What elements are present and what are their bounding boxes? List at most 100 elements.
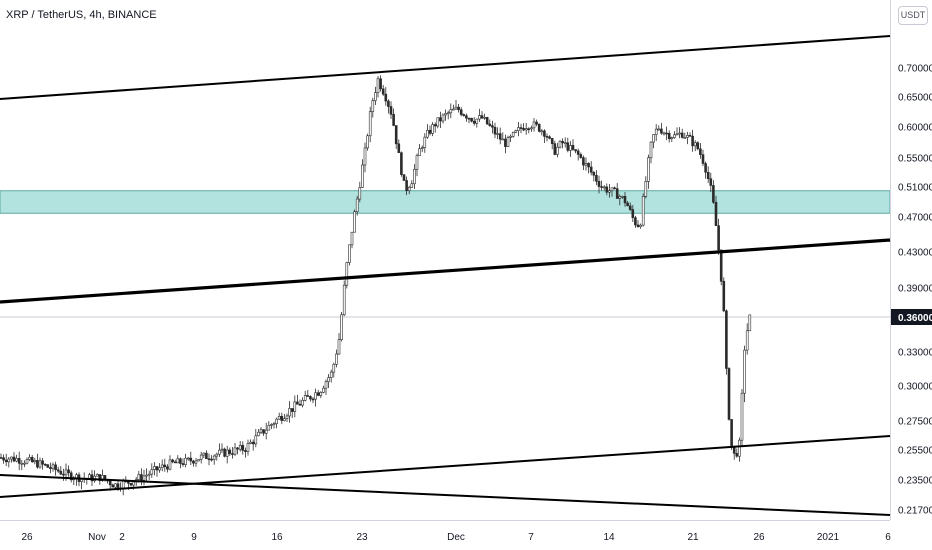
candle-body <box>470 117 473 122</box>
candle-body <box>277 416 281 420</box>
candle-body <box>517 127 520 131</box>
candle-body <box>449 109 453 114</box>
candle-body <box>329 371 333 378</box>
candle-body <box>452 108 455 111</box>
candle-body <box>155 466 159 471</box>
candle-body <box>504 138 507 147</box>
y-tick-label: 0.30000 <box>898 382 932 393</box>
candle-body <box>62 473 65 476</box>
candle-body <box>413 169 416 185</box>
candle-body <box>238 445 242 450</box>
y-tick-label: 0.39000 <box>898 284 932 295</box>
candle-body <box>25 459 29 464</box>
candle-body <box>683 137 687 139</box>
candle-body <box>459 109 463 115</box>
candle-body <box>732 447 736 454</box>
currency-badge[interactable]: USDT <box>898 6 928 25</box>
candle-body <box>738 439 741 457</box>
candle-body <box>327 377 330 382</box>
candle-body <box>38 460 42 468</box>
candle-body <box>176 458 180 464</box>
candle-body <box>745 330 749 351</box>
candle-body <box>249 441 252 444</box>
candle-body <box>17 458 21 464</box>
candle-body <box>608 190 611 193</box>
candle-body <box>153 466 156 470</box>
candle-body <box>496 133 499 135</box>
candle-body <box>441 114 445 122</box>
candle-body <box>244 450 247 452</box>
candle-body <box>556 146 559 155</box>
candle-body <box>158 467 161 471</box>
candle-body <box>332 363 336 373</box>
candle-body <box>550 138 554 144</box>
candle-body <box>522 127 525 131</box>
candle-body <box>675 133 679 136</box>
candle-body <box>480 115 484 119</box>
y-tick-label: 0.70000 <box>898 64 932 75</box>
candle-body <box>540 130 544 133</box>
candle-body <box>649 141 653 159</box>
candle-body <box>595 174 598 182</box>
trend-line-mid-channel <box>0 238 891 304</box>
y-tick-label: 0.23500 <box>898 476 932 487</box>
candle-body <box>368 111 372 137</box>
x-tick-label: 2 <box>119 532 125 543</box>
candle-body <box>727 368 731 420</box>
candle-body <box>558 140 562 148</box>
candle-body <box>665 132 668 135</box>
candle-body <box>389 106 393 115</box>
candle-body <box>701 154 705 164</box>
candle-body <box>584 162 588 166</box>
candle-body <box>379 78 382 90</box>
candle-body <box>613 187 616 190</box>
candle-body <box>142 475 146 481</box>
candle-body <box>535 121 538 125</box>
candle-body <box>179 458 182 464</box>
candle-body <box>428 129 432 134</box>
candle-body <box>485 117 489 125</box>
candle-body <box>405 180 408 191</box>
candle-body <box>509 135 512 138</box>
candle-body <box>467 117 471 120</box>
candle-body <box>691 135 694 147</box>
candle-body <box>582 157 585 166</box>
candle-body <box>335 353 338 365</box>
candle-body <box>537 123 541 132</box>
candle-body <box>592 171 596 176</box>
candle-body <box>366 135 369 149</box>
candle-body <box>324 381 328 389</box>
candle-body <box>439 117 442 122</box>
candle-body <box>116 483 120 489</box>
x-tick-label: 9 <box>191 532 197 543</box>
candle-body <box>387 100 390 107</box>
candle-body <box>475 118 479 124</box>
x-tick-label: Dec <box>447 532 465 543</box>
candle-body <box>730 419 733 448</box>
candle-body <box>571 145 575 150</box>
candle-body <box>303 395 307 401</box>
candle-body <box>384 93 388 102</box>
candle-body <box>218 449 221 455</box>
candle-body <box>589 166 593 173</box>
y-tick-label: 0.47000 <box>898 213 932 224</box>
candle-body <box>353 211 356 233</box>
candle-body <box>145 474 148 477</box>
candle-body <box>192 460 195 464</box>
candle-body <box>358 187 362 200</box>
candle-body <box>254 435 258 445</box>
candle-body <box>322 387 325 393</box>
candle-body <box>722 280 726 312</box>
candle-body <box>220 448 224 451</box>
candle-body <box>225 449 229 457</box>
candle-body <box>350 231 354 246</box>
candle-body <box>717 225 720 251</box>
candle-body <box>423 136 427 148</box>
candle-body <box>111 484 115 488</box>
candle-body <box>293 401 297 412</box>
candle-body <box>532 121 536 129</box>
candle-body <box>2 457 5 461</box>
candle-body <box>725 310 728 369</box>
candle-body <box>561 140 564 144</box>
